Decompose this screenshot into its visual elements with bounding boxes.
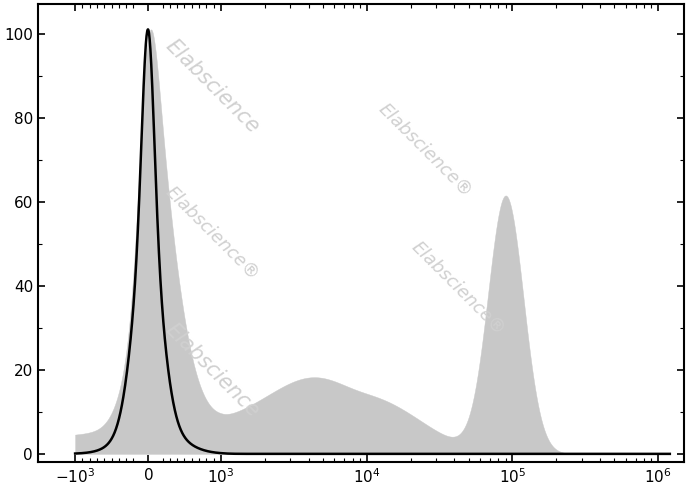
Text: Elabscience®: Elabscience® <box>407 238 508 339</box>
Text: Elabscience: Elabscience <box>162 320 263 421</box>
Text: Elabscience®: Elabscience® <box>375 100 476 201</box>
Text: Elabscience: Elabscience <box>162 36 263 137</box>
Text: Elabscience®: Elabscience® <box>162 183 263 284</box>
